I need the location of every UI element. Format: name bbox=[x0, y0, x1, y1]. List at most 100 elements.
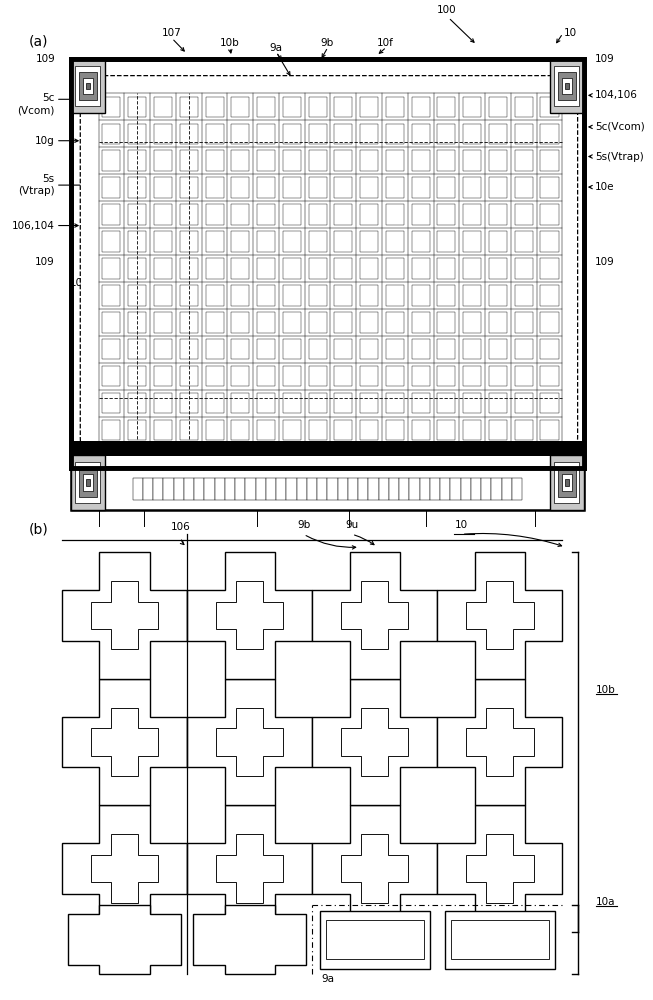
Bar bbox=[463, 366, 481, 386]
Polygon shape bbox=[466, 708, 534, 776]
Bar bbox=[515, 97, 533, 117]
Bar bbox=[360, 366, 378, 386]
Bar bbox=[86, 83, 90, 89]
Bar bbox=[206, 124, 223, 144]
Bar bbox=[409, 478, 420, 500]
Text: 10b: 10b bbox=[596, 685, 616, 695]
Bar bbox=[489, 339, 507, 359]
Polygon shape bbox=[312, 805, 438, 932]
Bar bbox=[515, 150, 533, 171]
Bar bbox=[283, 312, 301, 333]
Bar bbox=[386, 393, 404, 413]
Bar bbox=[180, 393, 198, 413]
Bar bbox=[206, 339, 223, 359]
Bar bbox=[71, 59, 104, 113]
Bar bbox=[71, 455, 104, 510]
Bar bbox=[204, 478, 215, 500]
Polygon shape bbox=[466, 834, 534, 903]
Bar bbox=[257, 97, 275, 117]
Bar bbox=[515, 177, 533, 198]
Bar bbox=[438, 312, 455, 333]
Bar bbox=[231, 204, 249, 225]
Bar bbox=[451, 920, 549, 959]
Text: 9a: 9a bbox=[321, 974, 334, 984]
Bar bbox=[283, 204, 301, 225]
Bar bbox=[463, 420, 481, 440]
Bar bbox=[154, 124, 172, 144]
Text: 5s: 5s bbox=[42, 174, 55, 184]
Bar bbox=[72, 441, 583, 456]
Bar bbox=[309, 420, 326, 440]
Polygon shape bbox=[341, 581, 409, 649]
Polygon shape bbox=[341, 834, 409, 903]
Bar bbox=[309, 366, 326, 386]
Bar bbox=[489, 204, 507, 225]
Bar bbox=[515, 393, 533, 413]
Text: 9b: 9b bbox=[297, 520, 310, 530]
Bar bbox=[215, 478, 225, 500]
Bar bbox=[128, 258, 146, 279]
Polygon shape bbox=[62, 679, 187, 805]
Bar bbox=[541, 339, 558, 359]
Bar bbox=[541, 150, 558, 171]
Polygon shape bbox=[438, 552, 562, 679]
Bar bbox=[451, 478, 461, 500]
Bar bbox=[386, 312, 404, 333]
Bar bbox=[206, 97, 223, 117]
Bar bbox=[541, 393, 558, 413]
Bar bbox=[358, 478, 368, 500]
Bar bbox=[471, 478, 481, 500]
Bar bbox=[283, 393, 301, 413]
Bar bbox=[154, 285, 172, 306]
Bar bbox=[231, 97, 249, 117]
Bar bbox=[360, 177, 378, 198]
Bar bbox=[438, 420, 455, 440]
Bar bbox=[438, 204, 455, 225]
Bar bbox=[411, 231, 430, 252]
Bar bbox=[154, 393, 172, 413]
Bar bbox=[180, 177, 198, 198]
Bar bbox=[154, 312, 172, 333]
Text: 10b: 10b bbox=[220, 38, 240, 48]
Bar bbox=[554, 66, 579, 106]
Bar bbox=[515, 285, 533, 306]
Bar bbox=[515, 204, 533, 225]
Bar bbox=[502, 478, 512, 500]
Bar bbox=[154, 177, 172, 198]
Text: 100: 100 bbox=[437, 5, 456, 15]
Bar bbox=[154, 339, 172, 359]
Polygon shape bbox=[312, 552, 438, 679]
Bar bbox=[231, 393, 249, 413]
Bar bbox=[489, 124, 507, 144]
Bar bbox=[348, 478, 358, 500]
Bar bbox=[206, 177, 223, 198]
Bar bbox=[180, 150, 198, 171]
Bar bbox=[445, 911, 555, 969]
Bar bbox=[489, 312, 507, 333]
Bar bbox=[283, 124, 301, 144]
Bar bbox=[154, 150, 172, 171]
Bar bbox=[420, 478, 430, 500]
Bar bbox=[550, 455, 584, 510]
Bar bbox=[257, 420, 275, 440]
Bar bbox=[430, 478, 440, 500]
Bar bbox=[103, 231, 121, 252]
Bar bbox=[103, 339, 121, 359]
Bar bbox=[492, 478, 502, 500]
Bar bbox=[154, 420, 172, 440]
Bar bbox=[231, 312, 249, 333]
Bar bbox=[463, 231, 481, 252]
Bar bbox=[180, 204, 198, 225]
Bar bbox=[338, 478, 348, 500]
Bar bbox=[438, 150, 455, 171]
Bar bbox=[180, 258, 198, 279]
Bar bbox=[463, 150, 481, 171]
Bar bbox=[128, 285, 146, 306]
Bar bbox=[103, 177, 121, 198]
Bar bbox=[309, 204, 326, 225]
Bar bbox=[75, 66, 101, 106]
Bar bbox=[389, 478, 399, 500]
Bar bbox=[411, 150, 430, 171]
Bar bbox=[246, 478, 256, 500]
Bar bbox=[360, 124, 378, 144]
